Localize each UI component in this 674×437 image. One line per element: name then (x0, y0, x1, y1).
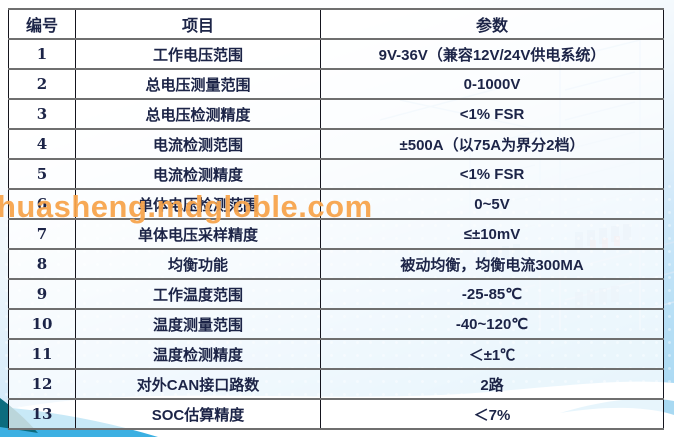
item-cell: 温度测量范围 (75, 308, 321, 340)
parameter-cell: ≤±10mV (320, 218, 664, 250)
row-number-cell: 13 (8, 398, 76, 430)
table-row: 11 温度检测精度 ＜±1℃ (8, 338, 664, 370)
table-row: 3 总电压检测精度 <1% FSR (8, 98, 664, 130)
item-cell: 工作电压范围 (75, 38, 321, 70)
parameter-cell: ±500A（以75A为界分2档） (320, 128, 664, 160)
row-number-cell: 7 (8, 218, 76, 250)
parameter-cell: <1% FSR (320, 158, 664, 190)
header-row: 编号 项目 参数 (8, 8, 664, 40)
row-number-cell: 10 (8, 308, 76, 340)
row-number-cell: 9 (8, 278, 76, 310)
table-row: 13 SOC估算精度 ＜7% (8, 398, 664, 430)
item-cell: 电流检测范围 (75, 128, 321, 160)
item-cell: 温度检测精度 (75, 338, 321, 370)
row-number-cell: 5 (8, 158, 76, 190)
item-cell: 对外CAN接口路数 (75, 368, 321, 400)
item-cell: 均衡功能 (75, 248, 321, 280)
table-row: 6 单体电压检测范围 0~5V (8, 188, 664, 220)
parameter-cell: ＜7% (320, 398, 664, 430)
item-cell: 总电压检测精度 (75, 98, 321, 130)
table-row: 4 电流检测范围 ±500A（以75A为界分2档） (8, 128, 664, 160)
parameter-cell: -40~120℃ (320, 308, 664, 340)
item-cell: 单体电压检测范围 (75, 188, 321, 220)
parameter-cell: 2路 (320, 368, 664, 400)
table-row: 10 温度测量范围 -40~120℃ (8, 308, 664, 340)
row-number-cell: 12 (8, 368, 76, 400)
item-cell: 工作温度范围 (75, 278, 321, 310)
parameter-cell: 被动均衡，均衡电流300MA (320, 248, 664, 280)
row-number-cell: 6 (8, 188, 76, 220)
row-number-cell: 2 (8, 68, 76, 100)
spec-table-body: 1 工作电压范围 9V-36V（兼容12V/24V供电系统） 2 总电压测量范围 0-10… (8, 38, 664, 430)
spec-table: 编号 项目 参数 1 工作电压范围 9V-36V（兼容12V/24V供电系统） 2 总电… (8, 8, 664, 430)
table-row: 2 总电压测量范围 0-1000V (8, 68, 664, 100)
row-number-cell: 1 (8, 38, 76, 70)
row-number-cell: 8 (8, 248, 76, 280)
table-row: 8 均衡功能 被动均衡，均衡电流300MA (8, 248, 664, 280)
table-row: 1 工作电压范围 9V-36V（兼容12V/24V供电系统） (8, 38, 664, 70)
item-cell: SOC估算精度 (75, 398, 321, 430)
table-row: 9 工作温度范围 -25-85℃ (8, 278, 664, 310)
row-number-cell: 4 (8, 128, 76, 160)
header-item: 项目 (75, 8, 321, 40)
row-number-cell: 3 (8, 98, 76, 130)
item-cell: 电流检测精度 (75, 158, 321, 190)
item-cell: 总电压测量范围 (75, 68, 321, 100)
header-number: 编号 (8, 8, 76, 40)
header-parameter: 参数 (320, 8, 664, 40)
parameter-cell: <1% FSR (320, 98, 664, 130)
parameter-cell: 0~5V (320, 188, 664, 220)
table-row: 5 电流检测精度 <1% FSR (8, 158, 664, 190)
parameter-cell: 9V-36V（兼容12V/24V供电系统） (320, 38, 664, 70)
table-row: 7 单体电压采样精度 ≤±10mV (8, 218, 664, 250)
row-number-cell: 11 (8, 338, 76, 370)
parameter-cell: -25-85℃ (320, 278, 664, 310)
parameter-cell: ＜±1℃ (320, 338, 664, 370)
table-row: 12 对外CAN接口路数 2路 (8, 368, 664, 400)
item-cell: 单体电压采样精度 (75, 218, 321, 250)
parameter-cell: 0-1000V (320, 68, 664, 100)
